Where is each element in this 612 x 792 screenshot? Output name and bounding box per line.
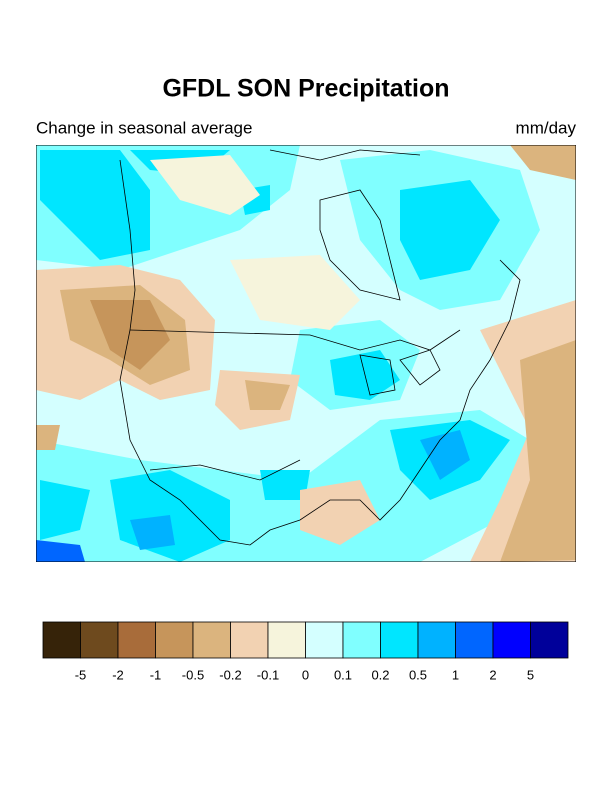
- subtitle-left: Change in seasonal average: [36, 118, 252, 137]
- colorbar-label: -0.1: [257, 667, 279, 682]
- colorbar-label: 0: [302, 667, 309, 682]
- colorbar-label: 0.5: [409, 667, 427, 682]
- colorbar-box: [267, 621, 306, 659]
- colorbar: -5 -2 -1 -0.5 -0.2 -0.1 0 0.1 0.2 0.5 1 2 5: [42, 621, 569, 682]
- colorbar-box: [42, 621, 81, 659]
- colorbar-label: -0.5: [182, 667, 204, 682]
- colorbar-label: -5: [75, 667, 87, 682]
- colorbar-box: [192, 621, 231, 659]
- colorbar-box: [417, 621, 456, 659]
- colorbar-box: [155, 621, 194, 659]
- subtitle-right: mm/day: [516, 118, 577, 137]
- colorbar-label: -2: [112, 667, 124, 682]
- colorbar-box: [342, 621, 381, 659]
- colorbar-box: [380, 621, 419, 659]
- colorbar-label: 0.1: [334, 667, 352, 682]
- colorbar-box: [530, 621, 569, 659]
- colorbar-label: -0.2: [219, 667, 241, 682]
- colorbar-box: [492, 621, 531, 659]
- colorbar-box: [230, 621, 269, 659]
- colorbar-box: [117, 621, 156, 659]
- colorbar-label: 1: [452, 667, 459, 682]
- colorbar-box: [305, 621, 344, 659]
- colorbar-box: [455, 621, 494, 659]
- colorbar-box: [80, 621, 119, 659]
- colorbar-label: 2: [489, 667, 496, 682]
- colorbar-label: -1: [150, 667, 162, 682]
- map: [36, 145, 576, 562]
- title: GFDL SON Precipitation: [162, 75, 449, 103]
- colorbar-label: 0.2: [371, 667, 389, 682]
- colorbar-label: 5: [527, 667, 534, 682]
